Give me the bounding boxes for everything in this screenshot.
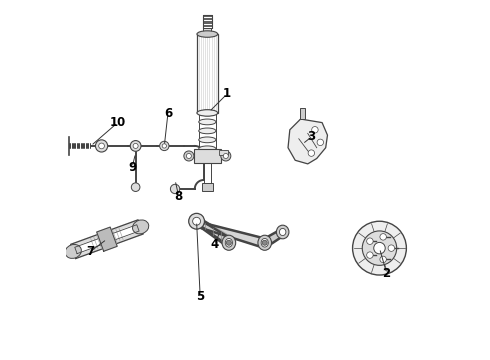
Polygon shape — [196, 221, 265, 248]
Text: 1: 1 — [223, 87, 231, 100]
Circle shape — [374, 242, 385, 254]
Ellipse shape — [258, 235, 271, 250]
Circle shape — [226, 240, 231, 245]
Ellipse shape — [197, 31, 218, 37]
Circle shape — [367, 252, 373, 258]
Ellipse shape — [279, 228, 286, 235]
Polygon shape — [71, 220, 143, 258]
Circle shape — [353, 221, 406, 275]
Ellipse shape — [199, 110, 216, 116]
Circle shape — [193, 217, 200, 225]
Bar — [204, 163, 211, 183]
Text: 9: 9 — [128, 161, 136, 174]
Ellipse shape — [261, 238, 269, 247]
Ellipse shape — [222, 235, 236, 250]
Ellipse shape — [65, 244, 81, 258]
Circle shape — [380, 256, 386, 262]
Bar — [203, 28, 211, 34]
Circle shape — [160, 141, 169, 150]
Polygon shape — [288, 119, 327, 164]
Circle shape — [133, 143, 138, 148]
Polygon shape — [97, 227, 117, 251]
Circle shape — [189, 213, 204, 229]
Bar — [201, 183, 213, 191]
Circle shape — [96, 140, 108, 152]
Polygon shape — [265, 228, 283, 248]
Circle shape — [262, 240, 267, 245]
Circle shape — [131, 183, 140, 192]
Text: 8: 8 — [174, 190, 183, 203]
Text: 6: 6 — [164, 107, 172, 120]
Bar — [197, 34, 218, 113]
Ellipse shape — [199, 137, 216, 143]
Text: 10: 10 — [110, 116, 126, 129]
Ellipse shape — [276, 225, 289, 239]
Circle shape — [171, 184, 180, 194]
Text: 4: 4 — [210, 238, 219, 251]
Ellipse shape — [197, 110, 218, 116]
Ellipse shape — [132, 220, 149, 234]
Circle shape — [317, 139, 323, 145]
Circle shape — [388, 245, 394, 251]
Circle shape — [312, 127, 318, 133]
Polygon shape — [75, 225, 139, 254]
Circle shape — [221, 151, 231, 161]
Bar — [300, 108, 305, 119]
Text: 5: 5 — [196, 290, 204, 303]
Text: 2: 2 — [383, 267, 391, 280]
Circle shape — [98, 143, 104, 149]
Circle shape — [367, 238, 373, 244]
Circle shape — [130, 140, 141, 151]
Circle shape — [184, 151, 194, 161]
Bar — [194, 149, 221, 163]
Circle shape — [223, 153, 228, 158]
Ellipse shape — [199, 146, 216, 152]
Ellipse shape — [199, 119, 216, 125]
Text: 3: 3 — [307, 130, 316, 144]
Circle shape — [162, 144, 167, 148]
Polygon shape — [196, 218, 229, 246]
Ellipse shape — [225, 238, 232, 247]
Circle shape — [362, 231, 397, 265]
Text: 7: 7 — [86, 245, 94, 258]
Circle shape — [380, 234, 386, 240]
Circle shape — [308, 150, 315, 156]
Circle shape — [186, 153, 192, 158]
Bar — [219, 149, 228, 155]
Ellipse shape — [199, 128, 216, 134]
